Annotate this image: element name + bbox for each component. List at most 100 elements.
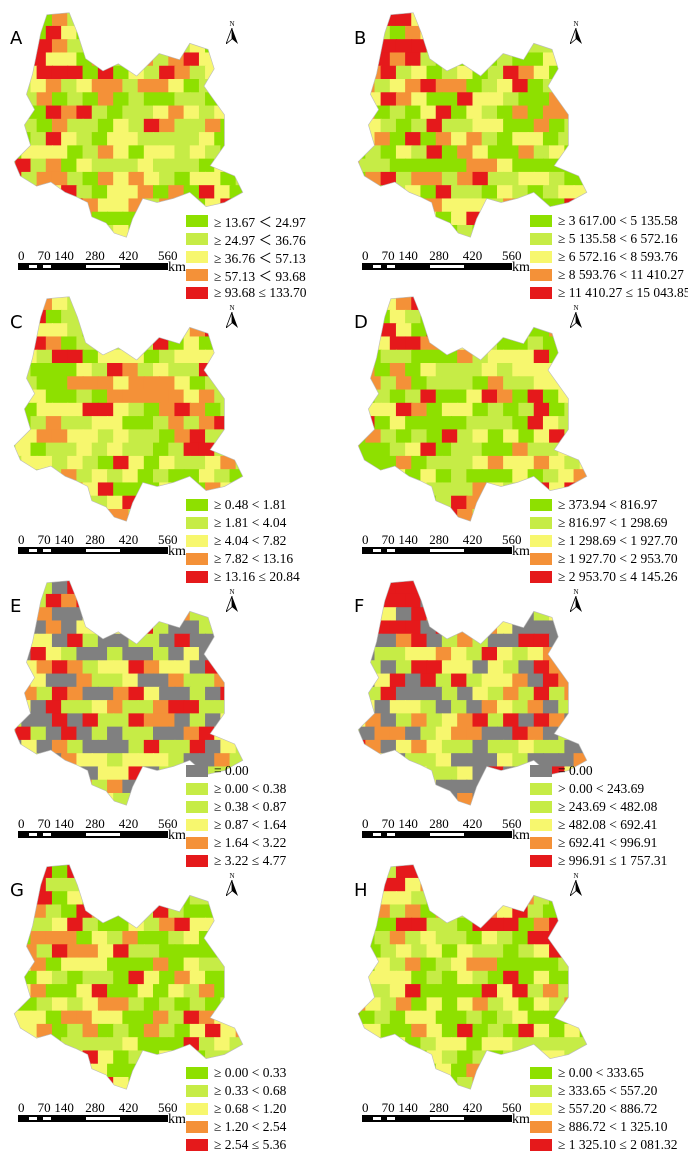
region-patch [435, 185, 453, 200]
region-patch [107, 25, 124, 41]
region-patch [30, 984, 47, 999]
legend-label: ≥ 886.72 < 1 325.10 [558, 1119, 668, 1134]
region-patch [441, 766, 459, 781]
region-patch [375, 1090, 391, 1097]
region-patch [512, 673, 529, 688]
region-patch [107, 105, 124, 120]
region-patch [143, 296, 161, 311]
legend-item: ≥ 0.87 < 1.64 [186, 816, 286, 834]
region-patch [365, 739, 382, 755]
region-patch [472, 580, 489, 595]
region-patch [107, 700, 124, 715]
region-patch [573, 620, 587, 635]
region-patch [395, 633, 413, 649]
region-patch [168, 1063, 185, 1079]
region-patch [45, 416, 63, 431]
region-patch [573, 363, 587, 378]
region-patch [512, 1063, 529, 1079]
region-patch [122, 593, 139, 609]
region-patch [564, 660, 581, 675]
region-patch [61, 904, 78, 919]
region-patch [533, 633, 551, 649]
legend-item: ≥ 8 593.76 < 11 410.27 [530, 266, 688, 284]
region-patch [533, 171, 551, 187]
region-patch [189, 607, 207, 622]
region-patch [512, 495, 529, 511]
region-patch [174, 39, 191, 54]
region-patch [518, 1023, 535, 1039]
region-patch [183, 593, 200, 609]
region-patch [159, 296, 176, 311]
region-patch [374, 336, 391, 351]
scale-tick-label: 70 [37, 1100, 51, 1115]
region-patch [51, 766, 69, 781]
scale-tick-label: 560 [158, 1100, 178, 1115]
region-patch [390, 806, 406, 813]
region-patch [549, 39, 566, 54]
legend-swatch [530, 1085, 552, 1097]
region-patch [472, 607, 489, 622]
region-patch [30, 904, 47, 919]
region-patch [21, 792, 38, 806]
region-patch [51, 12, 69, 27]
region-patch [91, 931, 109, 946]
legend-item: ≥ 333.65 < 557.20 [530, 1082, 677, 1100]
region-patch [30, 336, 47, 351]
scale-tick-label: 70 [37, 816, 51, 831]
region-patch [558, 185, 575, 200]
region-patch [137, 309, 155, 325]
region-patch [36, 508, 53, 522]
region-patch [159, 224, 176, 238]
region-patch [138, 238, 154, 245]
region-patch [174, 349, 191, 365]
region-patch [358, 792, 367, 806]
region-patch [380, 429, 397, 444]
region-patch [107, 673, 124, 688]
panel-label: G [10, 880, 24, 901]
region-patch [113, 455, 130, 471]
region-patch [137, 1010, 155, 1025]
region-patch [518, 633, 535, 649]
region-patch [137, 442, 155, 457]
region-patch [426, 118, 443, 134]
region-patch [472, 323, 489, 338]
region-patch [229, 389, 243, 404]
region-patch [411, 224, 428, 238]
region-patch [374, 593, 391, 609]
region-patch [82, 508, 99, 522]
region-patch [214, 673, 231, 688]
region-patch [229, 700, 243, 715]
region-patch [389, 185, 407, 200]
region-patch [518, 349, 535, 365]
region-patch [220, 1023, 237, 1039]
region-patch [159, 118, 176, 134]
region-patch [503, 739, 520, 755]
region-patch [374, 1010, 391, 1025]
region-patch [497, 877, 514, 893]
region-patch [122, 779, 139, 795]
region-patch [365, 792, 382, 806]
region-patch [420, 779, 437, 795]
region-patch [91, 593, 109, 609]
region-patch [466, 806, 482, 813]
region-patch [14, 429, 23, 444]
region-patch [497, 647, 514, 662]
region-patch [472, 660, 489, 675]
legend-swatch [530, 837, 552, 849]
region-patch [359, 593, 376, 609]
region-patch [503, 891, 520, 906]
region-patch [374, 984, 391, 999]
region-patch [579, 660, 587, 675]
legend-swatch [186, 837, 208, 849]
legend-label: ≥ 1.20 < 2.54 [214, 1119, 287, 1134]
legend-item: > 0.00 < 243.69 [530, 780, 667, 798]
region-patch [45, 469, 63, 484]
scale-tick-label: 140 [398, 1100, 418, 1115]
region-patch [389, 389, 407, 404]
region-patch [189, 970, 207, 986]
region-patch [61, 673, 78, 688]
region-patch [76, 957, 93, 972]
map-panel-b: B N ≥ 3 617.00 < 5 135.58 ≥ 5 135.58 < 6 … [344, 0, 688, 300]
region-patch [441, 429, 459, 444]
region-patch [472, 118, 489, 134]
